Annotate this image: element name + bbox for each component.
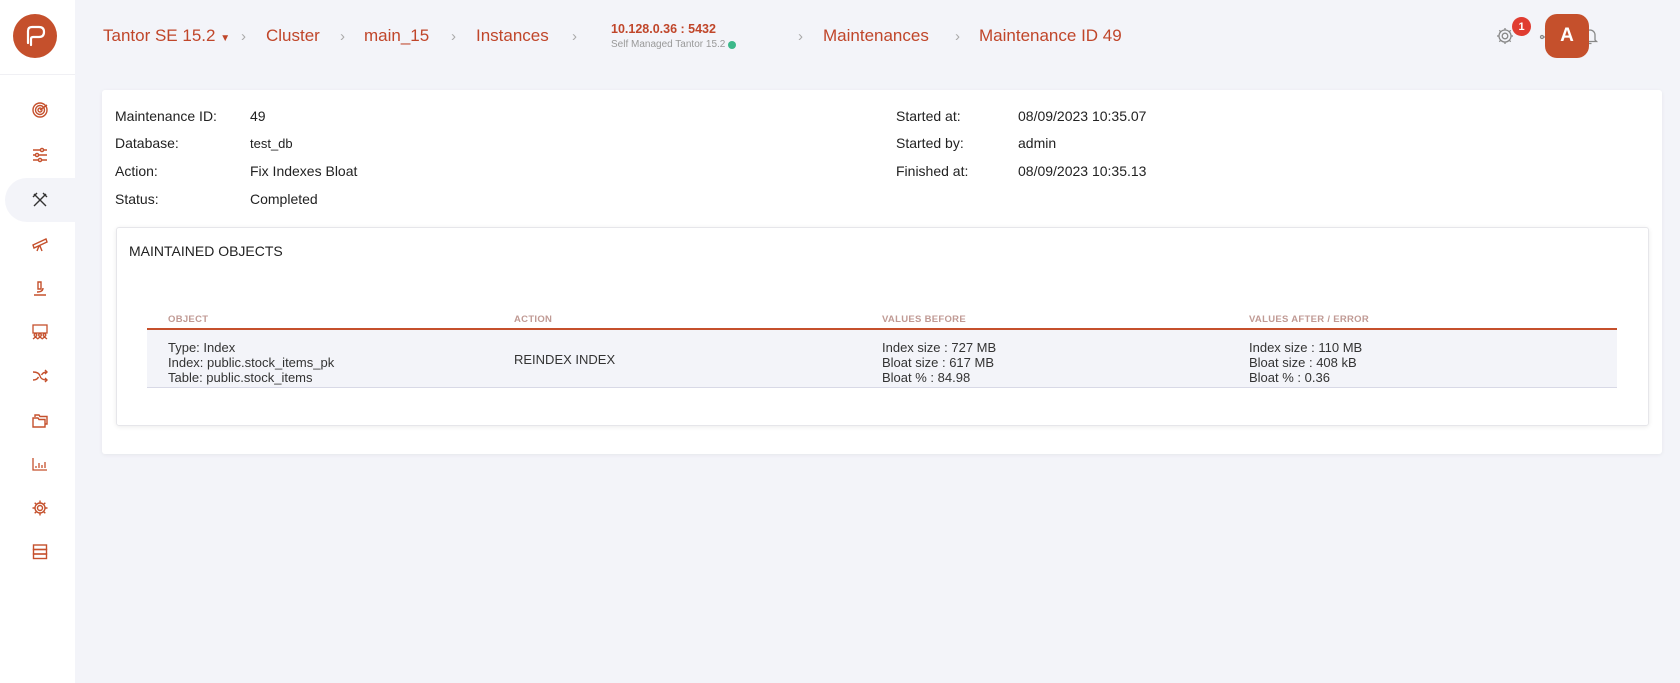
action-cell: REINDEX INDEX xyxy=(514,352,616,367)
bar-chart-icon xyxy=(32,458,47,471)
maintenance-id-value: 49 xyxy=(250,108,266,124)
avatar[interactable]: A xyxy=(1545,14,1589,58)
maintenance-details-card: Maintenance ID: 49 Database: test_db Act… xyxy=(102,90,1662,454)
divider xyxy=(0,74,75,75)
breadcrumb-instance[interactable]: 10.128.0.36 : 5432 xyxy=(611,22,716,36)
gear-icon xyxy=(32,500,48,516)
breadcrumb-cluster[interactable]: Cluster xyxy=(266,26,320,45)
status-value: Completed xyxy=(250,191,318,207)
settings-gear-icon[interactable] xyxy=(1495,26,1515,46)
column-header-values-before: VALUES BEFORE xyxy=(882,314,966,325)
presentation-users-icon xyxy=(32,324,48,340)
finished-at-value: 08/09/2023 10:35.13 xyxy=(1018,163,1147,179)
sidebar-item-folders[interactable] xyxy=(5,398,75,442)
header-divider xyxy=(147,328,1617,330)
sidebar-item-microscope[interactable] xyxy=(5,266,75,310)
after-bloat-percent: Bloat % : 0.36 xyxy=(1249,370,1330,385)
database-value: test_db xyxy=(250,136,293,151)
caret-down-icon: ▼ xyxy=(220,33,231,44)
column-header-action: ACTION xyxy=(514,314,553,325)
sliders-icon xyxy=(33,147,47,163)
maintenance-id-label: Maintenance ID: xyxy=(115,108,217,124)
sidebar-item-settings[interactable] xyxy=(5,486,75,530)
started-by-value: admin xyxy=(1018,135,1057,151)
chevron-right-icon: › xyxy=(955,28,960,45)
sidebar-item-statistics[interactable] xyxy=(5,442,75,486)
instance-type: Self Managed Tantor 15.2 xyxy=(611,39,737,50)
header: Tantor SE 15.2 ▼ › Cluster › main_15 › I… xyxy=(75,0,1680,75)
microscope-icon xyxy=(34,281,46,296)
table-row: Type: Index Index: public.stock_items_pk… xyxy=(147,330,1617,388)
sidebar-item-presentation[interactable] xyxy=(5,310,75,354)
sidebar-item-radar[interactable] xyxy=(5,88,75,132)
object-index: Index: public.stock_items_pk xyxy=(168,355,335,370)
telescope-icon xyxy=(32,238,48,252)
tantor-logo[interactable] xyxy=(13,14,57,58)
before-bloat-size: Bloat size : 617 MB xyxy=(882,355,994,370)
started-by-label: Started by: xyxy=(896,135,964,151)
object-table: Table: public.stock_items xyxy=(168,370,313,385)
breadcrumb-product-label: Tantor SE 15.2 xyxy=(103,26,216,45)
started-at-value: 08/09/2023 10:35.07 xyxy=(1018,108,1147,124)
chevron-right-icon: › xyxy=(241,28,246,45)
status-label: Status: xyxy=(115,191,159,207)
chevron-right-icon: › xyxy=(572,28,577,45)
column-header-values-after: VALUES AFTER / ERROR xyxy=(1249,314,1370,325)
maintained-objects-panel: MAINTAINED OBJECTS OBJECT ACTION VALUES … xyxy=(116,227,1649,426)
notification-badge: 1 xyxy=(1512,17,1531,36)
object-cell: Type: Index Index: public.stock_items_pk… xyxy=(168,340,334,385)
breadcrumb-product[interactable]: Tantor SE 15.2 ▼ xyxy=(103,26,230,46)
radar-icon xyxy=(32,102,48,118)
after-bloat-size: Bloat size : 408 kB xyxy=(1249,355,1357,370)
values-after-cell: Index size : 110 MB Bloat size : 408 kB … xyxy=(1249,340,1362,385)
action-label: Action: xyxy=(115,163,158,179)
sidebar xyxy=(0,0,75,683)
check-circle-icon xyxy=(728,40,737,49)
started-at-label: Started at: xyxy=(896,108,961,124)
action-value: Fix Indexes Bloat xyxy=(250,163,358,179)
instance-type-label: Self Managed Tantor 15.2 xyxy=(611,39,726,50)
after-index-size: Index size : 110 MB xyxy=(1249,340,1363,355)
breadcrumb-cluster-name[interactable]: main_15 xyxy=(364,26,430,45)
chevron-right-icon: › xyxy=(340,28,345,45)
column-header-object: OBJECT xyxy=(168,314,209,325)
sidebar-item-telescope[interactable] xyxy=(5,222,75,266)
database-label: Database: xyxy=(115,135,179,151)
before-index-size: Index size : 727 MB xyxy=(882,340,997,355)
before-bloat-percent: Bloat % : 84.98 xyxy=(882,370,971,385)
sidebar-item-shuffle[interactable] xyxy=(5,354,75,398)
tools-icon xyxy=(32,192,48,207)
breadcrumb-current: Maintenance ID 49 xyxy=(979,26,1122,45)
values-before-cell: Index size : 727 MB Bloat size : 617 MB … xyxy=(882,340,996,385)
sidebar-item-maintenance[interactable] xyxy=(5,178,75,222)
breadcrumb-maintenances[interactable]: Maintenances xyxy=(823,26,929,45)
sidebar-item-settings-sliders[interactable] xyxy=(5,133,75,177)
chevron-right-icon: › xyxy=(451,28,456,45)
folders-icon xyxy=(32,414,48,428)
shuffle-icon xyxy=(32,369,48,383)
maintained-objects-title: MAINTAINED OBJECTS xyxy=(129,243,283,259)
breadcrumb-instances[interactable]: Instances xyxy=(476,26,549,45)
finished-at-label: Finished at: xyxy=(896,163,969,179)
server-icon xyxy=(32,544,48,560)
chevron-right-icon: › xyxy=(798,28,803,45)
object-type: Type: Index xyxy=(168,340,236,355)
sidebar-item-servers[interactable] xyxy=(5,530,75,574)
